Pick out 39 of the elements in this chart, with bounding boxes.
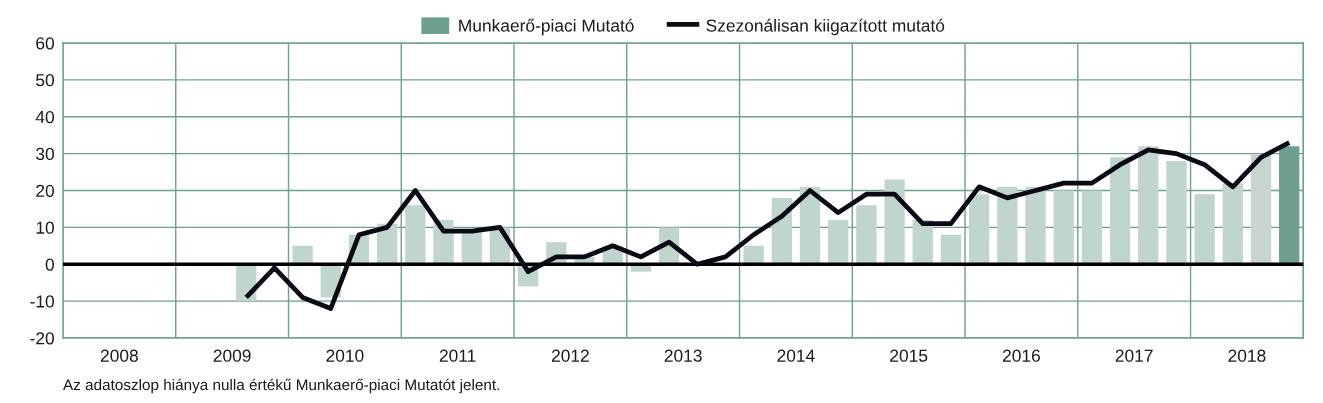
y-tick-label: 20 — [36, 184, 54, 197]
bar — [828, 220, 849, 265]
y-tick-label: 60 — [36, 37, 54, 50]
bar — [940, 234, 962, 265]
y-tick-label: -10 — [30, 295, 54, 308]
bar — [1025, 186, 1046, 265]
y-tick-label: 30 — [36, 147, 54, 161]
y-tick-label: 50 — [36, 74, 54, 87]
bar — [1109, 157, 1131, 265]
legend-label: Szezonálisan kiigazított mutató — [706, 18, 945, 36]
x-tick-label: 2010 — [326, 349, 364, 362]
x-tick-label: 2011 — [439, 349, 476, 362]
y-tick-label: 40 — [35, 110, 54, 124]
line-series — [243, 140, 1292, 311]
x-tick-label: 2008 — [100, 349, 138, 362]
bar — [1081, 190, 1103, 265]
bar — [405, 205, 426, 265]
x-tick-label: 2014 — [777, 349, 815, 362]
x-tick-label: 2009 — [213, 349, 251, 362]
bar — [856, 205, 877, 265]
x-tick-label: 2017 — [1115, 349, 1153, 362]
y-tick-label: -20 — [30, 332, 54, 345]
bar — [1250, 153, 1272, 265]
bar — [1222, 183, 1243, 265]
legend-label: Munkaerő-piaci Mutató — [459, 18, 634, 36]
y-tick-label: 10 — [36, 221, 54, 234]
bar — [884, 179, 905, 265]
y-tick-label: 0 — [45, 258, 54, 271]
x-tick-label: 2018 — [1228, 349, 1266, 362]
x-tick-label: 2013 — [664, 349, 702, 362]
bar — [1138, 146, 1159, 265]
x-tick-label: 2015 — [890, 349, 928, 362]
x-tick-label: 2016 — [1002, 349, 1040, 362]
bar — [1194, 194, 1215, 265]
bar — [968, 194, 990, 265]
bar — [1053, 190, 1074, 265]
bar — [1166, 161, 1187, 265]
text: Az adatoszlop hiánya nulla értékű Munkaerő-piaci Mutatót jelent. — [63, 378, 499, 394]
x-tick-label: 2012 — [551, 349, 589, 362]
